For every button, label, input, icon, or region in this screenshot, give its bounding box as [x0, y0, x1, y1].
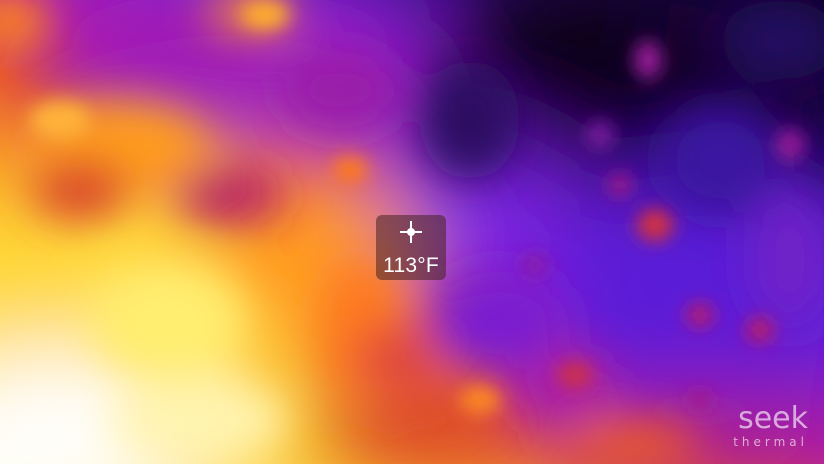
logo-tagline: thermal [733, 435, 808, 449]
crosshair-icon [400, 221, 422, 243]
spot-temperature-readout: 113°F [383, 254, 439, 277]
seek-thermal-logo: seek thermal [722, 404, 814, 456]
spot-temperature-meter: 113°F [376, 215, 446, 280]
logo-wordmark: seek [738, 401, 808, 436]
